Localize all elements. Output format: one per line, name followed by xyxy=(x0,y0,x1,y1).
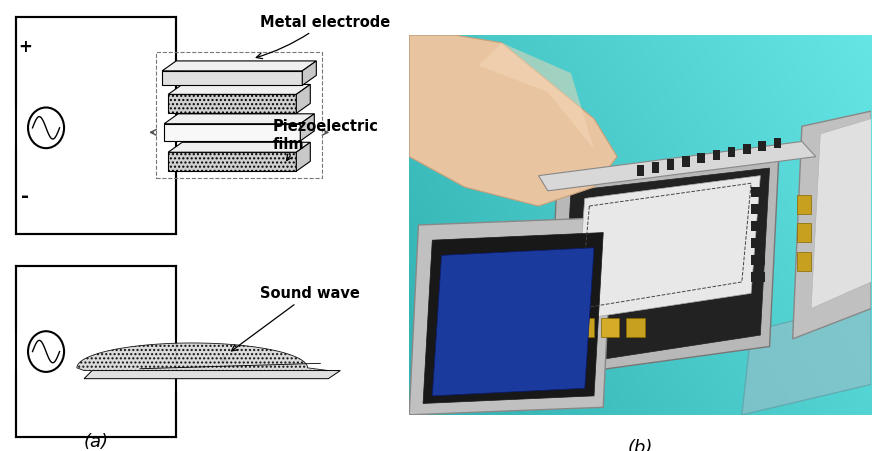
Bar xyxy=(728,147,736,158)
Polygon shape xyxy=(162,72,303,86)
Polygon shape xyxy=(165,124,300,142)
Polygon shape xyxy=(84,371,341,379)
Polygon shape xyxy=(423,233,604,404)
Bar xyxy=(759,142,766,152)
Polygon shape xyxy=(77,343,328,371)
Polygon shape xyxy=(793,112,871,339)
Bar xyxy=(752,205,765,214)
Text: Piezoelectric
film: Piezoelectric film xyxy=(272,119,378,161)
Bar xyxy=(667,160,674,170)
Polygon shape xyxy=(168,143,311,153)
Polygon shape xyxy=(479,44,594,150)
Polygon shape xyxy=(303,62,316,86)
Bar xyxy=(713,151,720,161)
Text: +: + xyxy=(18,38,32,56)
Bar xyxy=(774,138,781,149)
Bar xyxy=(797,224,811,243)
Polygon shape xyxy=(811,120,871,309)
Bar xyxy=(682,156,690,167)
Polygon shape xyxy=(576,176,760,320)
Polygon shape xyxy=(409,36,617,207)
Polygon shape xyxy=(165,115,314,124)
Polygon shape xyxy=(168,85,311,95)
Text: (a): (a) xyxy=(84,432,108,450)
Polygon shape xyxy=(300,115,314,142)
Bar xyxy=(744,144,751,155)
Polygon shape xyxy=(162,62,316,72)
Bar xyxy=(752,239,765,248)
Polygon shape xyxy=(297,85,311,114)
Polygon shape xyxy=(297,143,311,172)
Bar xyxy=(698,153,705,164)
Text: Metal electrode: Metal electrode xyxy=(256,15,391,60)
Polygon shape xyxy=(409,218,612,415)
Bar xyxy=(16,18,176,235)
Bar xyxy=(752,222,765,231)
Bar xyxy=(752,256,765,265)
Text: (b): (b) xyxy=(627,437,653,451)
Polygon shape xyxy=(168,95,297,114)
Polygon shape xyxy=(432,248,594,396)
Bar xyxy=(797,252,811,271)
Bar xyxy=(601,318,620,337)
Bar xyxy=(752,273,765,282)
Polygon shape xyxy=(168,153,297,172)
Text: -: - xyxy=(21,187,29,206)
Bar xyxy=(627,318,645,337)
Bar xyxy=(797,195,811,214)
Polygon shape xyxy=(548,157,779,377)
Polygon shape xyxy=(539,142,816,191)
Bar xyxy=(16,266,176,437)
Bar xyxy=(156,53,322,179)
Bar xyxy=(576,318,594,337)
Polygon shape xyxy=(561,169,770,366)
Text: Sound wave: Sound wave xyxy=(231,285,360,351)
Bar xyxy=(752,188,765,197)
Bar xyxy=(652,163,659,173)
Polygon shape xyxy=(742,301,871,415)
Bar xyxy=(636,166,644,176)
